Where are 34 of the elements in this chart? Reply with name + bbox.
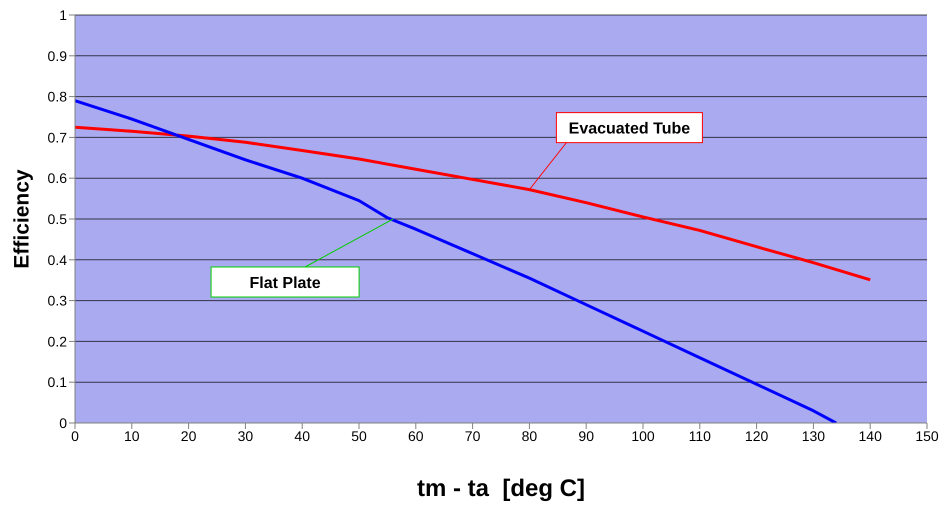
x-tick-label: 130 bbox=[802, 428, 826, 444]
x-tick-label: 40 bbox=[294, 428, 310, 444]
x-tick-label: 60 bbox=[408, 428, 424, 444]
y-tick-label: 0.6 bbox=[48, 170, 68, 186]
callout: Evacuated Tube bbox=[528, 112, 703, 190]
x-tick-label: 90 bbox=[578, 428, 594, 444]
x-tick-label: 150 bbox=[915, 428, 939, 444]
y-tick-label: 0.7 bbox=[48, 129, 68, 146]
x-tick-label: 140 bbox=[858, 428, 882, 444]
y-tick-label: 1 bbox=[59, 6, 68, 23]
line-series bbox=[75, 99, 838, 423]
x-tick-label: 80 bbox=[522, 428, 538, 444]
x-tick-label: 20 bbox=[180, 428, 197, 444]
x-axis-title: tm - ta [deg C] bbox=[417, 475, 585, 502]
y-tick-label: 0.4 bbox=[48, 252, 68, 268]
y-tick-label: 0.3 bbox=[48, 292, 68, 309]
x-tick-label: 10 bbox=[124, 428, 140, 444]
y-tick-label: 0.5 bbox=[48, 210, 68, 227]
x-tick-label: 30 bbox=[238, 428, 254, 444]
y-tick-label: 0.8 bbox=[48, 88, 68, 105]
x-tick-label: 100 bbox=[631, 428, 655, 444]
x-tick-label: 70 bbox=[464, 428, 481, 444]
x-tick-label: 50 bbox=[351, 428, 367, 444]
callout: Flat Plate bbox=[210, 218, 394, 298]
y-tick-label: 0.2 bbox=[48, 333, 68, 350]
x-tick-label: 110 bbox=[688, 428, 712, 444]
y-tick-label: 0.1 bbox=[48, 374, 68, 390]
annotation: Flat Plate bbox=[250, 275, 321, 292]
y-tick-label: 0 bbox=[59, 414, 68, 431]
annotation: Evacuated Tube bbox=[568, 120, 690, 138]
x-tick-label: 0 bbox=[71, 428, 80, 444]
x-tick-label: 120 bbox=[744, 428, 768, 444]
y-axis-title: Efficiency bbox=[10, 169, 34, 269]
y-tick-label: 0.9 bbox=[48, 48, 68, 64]
